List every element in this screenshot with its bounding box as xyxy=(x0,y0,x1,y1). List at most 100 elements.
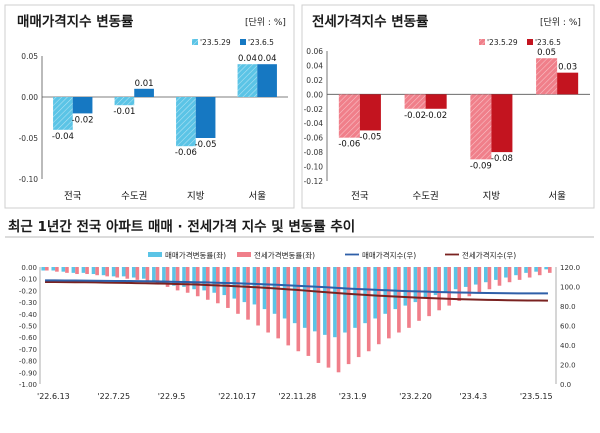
jeonse-change-bar xyxy=(45,267,49,271)
sale-change-bar xyxy=(71,267,76,273)
sale-change-bar xyxy=(514,267,518,276)
jeonse-bar xyxy=(491,94,513,153)
left-tick-label: -0.90 xyxy=(19,369,37,377)
jeonse-change-bar xyxy=(397,267,401,333)
sale-change-bar xyxy=(323,267,327,335)
sale-data-label: 0.01 xyxy=(135,79,154,89)
legend-swatch-prev xyxy=(479,39,485,45)
left-tick-label: -0.50 xyxy=(19,323,37,331)
jeonse-panel-frame xyxy=(301,4,595,209)
right-tick-label: 20.0 xyxy=(560,362,576,370)
jeonse-bar xyxy=(536,58,558,95)
category-label: 서울 xyxy=(548,191,566,202)
sale-change-bar xyxy=(403,267,408,306)
jeonse-change-bar xyxy=(437,267,441,311)
jeonse-bar xyxy=(470,94,492,160)
sale-change-bar xyxy=(192,267,196,290)
jeonse-change-bar xyxy=(145,267,150,283)
legend-label: 전세가격변동률(좌) xyxy=(254,250,315,260)
y-tick-label: 0.06 xyxy=(306,47,323,56)
y-tick-label: 0.00 xyxy=(21,93,38,102)
sale-change-bar xyxy=(473,267,478,285)
sale-panel-frame xyxy=(4,4,295,209)
category-label: 전국 xyxy=(64,191,82,202)
sale-change-bar xyxy=(504,267,508,278)
sale-change-bar xyxy=(393,267,398,310)
jeonse-change-bar xyxy=(296,267,301,352)
jeonse-bar xyxy=(404,94,426,109)
sale-data-label: 0.04 xyxy=(238,54,257,64)
sale-change-bar xyxy=(453,267,458,290)
right-tick-label: 120.0 xyxy=(560,264,580,272)
legend-swatch-curr xyxy=(240,39,246,45)
jeonse-change-bar xyxy=(55,267,59,272)
sale-bar xyxy=(72,97,93,114)
jeonse-change-bar xyxy=(105,267,110,277)
sale-change-bar xyxy=(463,267,468,287)
sale-data-label: -0.05 xyxy=(195,140,217,150)
jeonse-change-bar xyxy=(487,267,492,290)
jeonse-change-bar xyxy=(85,267,89,275)
sale-change-bar xyxy=(222,267,227,296)
jeonse-change-bar xyxy=(547,267,552,273)
sale-change-bar xyxy=(121,267,126,277)
jeonse-change-bar xyxy=(256,267,260,326)
category-label: 수도권 xyxy=(121,190,147,202)
jeonse-change-bar xyxy=(175,267,180,291)
sale-change-bar xyxy=(282,267,287,319)
sale-change-bar xyxy=(141,267,146,279)
sale-change-bar xyxy=(353,267,357,328)
jeonse-change-bar xyxy=(387,267,391,339)
sale-change-bar xyxy=(242,267,247,303)
sale-change-bar xyxy=(373,267,377,319)
sale-change-bar xyxy=(544,267,548,270)
jeonse-panel-title: 전세가격지수 변동률 xyxy=(312,14,429,30)
x-tick-label: '22.7.25 xyxy=(97,392,130,401)
y-tick-label: -0.10 xyxy=(19,175,39,184)
jeonse-data-label: -0.05 xyxy=(359,132,381,142)
sale-change-bar xyxy=(423,267,428,299)
jeonse-data-label: -0.02 xyxy=(404,111,426,121)
jeonse-change-bar xyxy=(95,267,99,276)
x-tick-label: '22.6.13 xyxy=(37,392,70,401)
legend-label: '23.5.29 xyxy=(487,38,518,47)
sale-data-label: -0.02 xyxy=(72,115,94,125)
sale-change-bar xyxy=(202,267,206,291)
sale-change-bar xyxy=(51,267,56,271)
y-tick-label: -0.04 xyxy=(304,119,324,128)
sale-change-bar xyxy=(443,267,448,293)
sale-panel-unit: [단위 : %] xyxy=(245,18,286,28)
jeonse-bar xyxy=(557,72,579,95)
x-tick-label: '23.1.9 xyxy=(339,392,367,401)
sale-change-bar xyxy=(81,267,86,273)
y-tick-label: 0.02 xyxy=(306,76,323,85)
jeonse-change-bar xyxy=(457,267,462,301)
sale-change-bar xyxy=(152,267,156,282)
jeonse-change-bar xyxy=(226,267,230,308)
jeonse-change-bar xyxy=(75,267,79,275)
legend-label: 매매가격지수(우) xyxy=(362,250,416,260)
sale-change-bar xyxy=(524,267,528,273)
sale-data-label: -0.01 xyxy=(113,107,135,117)
sale-change-bar xyxy=(252,267,257,305)
y-tick-label: 0.00 xyxy=(306,90,323,99)
jeonse-change-bar xyxy=(507,267,512,283)
right-tick-label: 100.0 xyxy=(560,284,580,292)
left-tick-label: -1.00 xyxy=(19,381,37,389)
left-tick-label: -0.60 xyxy=(19,334,37,342)
sale-change-bar xyxy=(61,267,66,272)
y-tick-label: -0.02 xyxy=(304,105,324,114)
sale-change-bar xyxy=(41,267,46,271)
legend-swatch-curr xyxy=(527,39,533,45)
x-tick-label: '22.11.28 xyxy=(278,392,316,401)
sale-data-label: -0.04 xyxy=(52,132,74,142)
y-tick-label: 0.05 xyxy=(21,52,38,61)
jeonse-change-bar xyxy=(125,267,130,279)
jeonse-change-bar xyxy=(286,267,291,346)
legend-swatch-prev xyxy=(192,39,198,45)
sale-bar xyxy=(195,97,216,138)
jeonse-change-bar xyxy=(115,267,120,278)
jeonse-data-label: -0.06 xyxy=(338,140,360,150)
sale-change-bar xyxy=(162,267,166,284)
